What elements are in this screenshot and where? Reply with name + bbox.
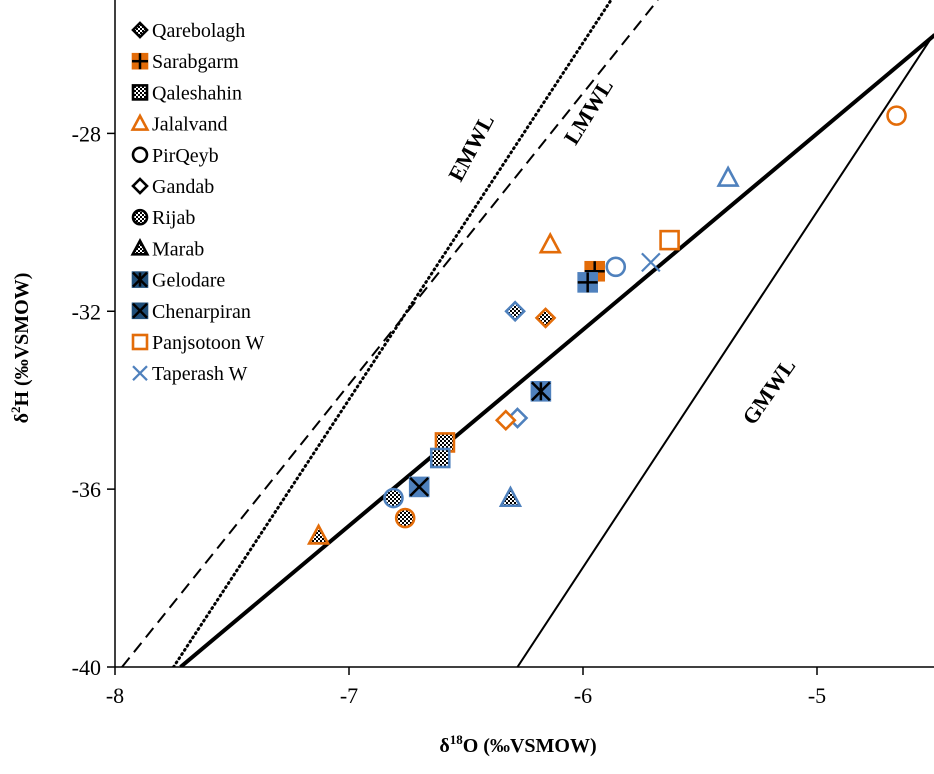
legend-label: Qarebolagh — [152, 20, 245, 42]
gmwl-label: GMWL — [737, 354, 800, 429]
data-point-marab — [716, 165, 740, 187]
y-axis-title: δ2H (‰VSMOW) — [8, 273, 33, 424]
square-marker — [131, 333, 149, 351]
x-tick-label: -6 — [574, 683, 592, 708]
legend-label: Marab — [152, 238, 204, 260]
x-tick-label: -5 — [808, 683, 826, 708]
data-point-marab — [498, 485, 523, 507]
data-point-taperash-w — [641, 252, 661, 273]
square-cross-marker — [131, 52, 149, 70]
data-point-marab — [306, 523, 331, 545]
y-tick-label: -40 — [72, 655, 101, 680]
legend-item: Gandab — [131, 176, 214, 198]
legend-label: Panjsotoon W — [152, 332, 265, 354]
lmwl-line — [121, 0, 659, 667]
legend-item: Qaleshahin — [131, 82, 242, 104]
data-point-qarebolagh — [504, 300, 526, 323]
data-point-gandab — [506, 407, 529, 429]
square-asterisk-marker — [131, 271, 149, 288]
circle-checker-marker — [131, 208, 149, 226]
legend-item: Qarebolagh — [131, 20, 245, 42]
x-tick-label: -8 — [106, 683, 124, 708]
data-point-qarebolagh — [534, 307, 557, 329]
legend-item: Taperash W — [132, 363, 248, 385]
legend: Qarebolagh Sarabgarm Qaleshahin Jalalvand Pi… — [130, 20, 265, 385]
diamond-marker — [131, 177, 149, 195]
legend-item: Gelodare — [131, 270, 225, 292]
data-point-rijab — [383, 487, 404, 509]
data-point-qaleshahin — [429, 447, 451, 469]
data-point-gelodare — [530, 381, 552, 402]
x-marker — [132, 365, 148, 381]
diamond-plus-marker — [131, 21, 149, 39]
data-points — [306, 105, 907, 545]
data-point-chenarpiran — [408, 476, 430, 498]
legend-item: PirQeyb — [131, 145, 219, 167]
legend-item: Sarabgarm — [131, 51, 239, 73]
legend-label: Rijab — [152, 207, 195, 229]
legend-label: Gelodare — [152, 270, 225, 292]
y-tick-label: -36 — [72, 477, 101, 502]
square-checker-marker — [131, 84, 149, 101]
legend-item: Rijab — [131, 207, 195, 229]
legend-item: Jalalvand — [130, 113, 228, 136]
legend-label: Gandab — [152, 176, 214, 198]
circle-marker — [131, 146, 149, 164]
data-point-jalalvand — [538, 231, 562, 254]
legend-item: Panjsotoon W — [131, 332, 265, 354]
data-point-panjsotoon-w — [659, 229, 680, 251]
x-axis-title: δ18O (‰VSMOW) — [439, 732, 596, 757]
data-point-pirqeyb — [605, 256, 627, 278]
emwl-line — [172, 0, 613, 667]
triangle-marker — [130, 113, 150, 131]
x-tick-label: -7 — [340, 683, 358, 708]
legend-item: Marab — [130, 237, 204, 260]
data-point-gandab — [494, 409, 517, 432]
gmwl-line — [516, 33, 934, 667]
regression-line — [179, 34, 934, 667]
legend-label: Chenarpiran — [152, 301, 251, 323]
reference-lines — [121, 0, 934, 667]
square-x-marker — [131, 302, 149, 320]
emwl-label: EMWL — [443, 110, 499, 185]
legend-label: Sarabgarm — [152, 51, 239, 73]
legend-label: Qaleshahin — [152, 82, 242, 104]
data-point-pirqeyb — [886, 105, 907, 126]
legend-item: Chenarpiran — [131, 301, 251, 323]
data-point-sarabgarm — [577, 272, 598, 293]
y-tick-label: -32 — [72, 299, 101, 324]
data-point-rijab — [394, 507, 416, 529]
axes: -8 -7 -6 -5 -40 -36 -32 -28 — [72, 0, 934, 708]
y-tick-label: -28 — [72, 121, 101, 146]
triangle-checker-marker — [130, 237, 150, 256]
legend-label: Jalalvand — [152, 114, 228, 136]
legend-label: PirQeyb — [152, 145, 219, 167]
legend-label: Taperash W — [152, 363, 248, 385]
